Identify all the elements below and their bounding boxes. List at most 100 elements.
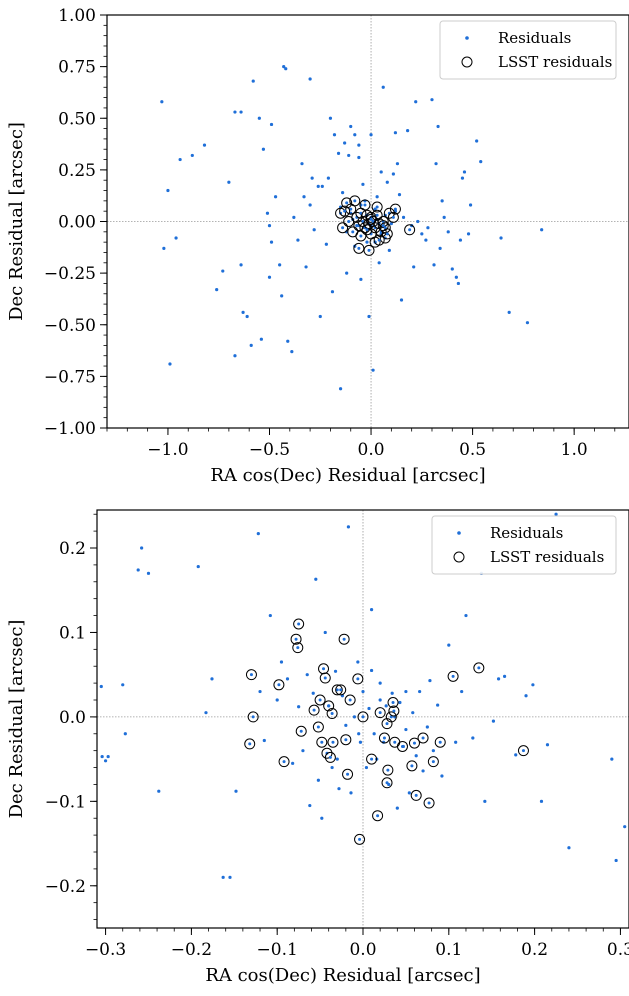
residual-point: [333, 669, 338, 673]
residual-point: [239, 263, 243, 267]
y-tick-label: 0.2: [59, 539, 86, 559]
legend-lsst-marker: [453, 551, 465, 563]
residual-point: [446, 230, 450, 234]
residual-point: [343, 141, 347, 145]
residual-point: [324, 242, 328, 246]
residual-point: [369, 668, 374, 673]
lsst-residual-marker: [473, 662, 485, 674]
lsst-residual-point: [347, 220, 351, 223]
y-tick-label: 0.50: [58, 109, 96, 129]
residual-point: [462, 170, 467, 174]
residual-point: [357, 732, 361, 736]
lsst-residual-marker: [434, 736, 446, 748]
lsst-residual-point: [438, 740, 442, 744]
residual-point: [364, 765, 369, 770]
lsst-residual-marker: [341, 197, 353, 209]
x-tick-label: −1.0: [147, 440, 188, 460]
residual-point: [249, 343, 253, 347]
lsst-residual-marker: [385, 711, 397, 723]
lsst-residual-point: [357, 246, 361, 250]
residual-point: [460, 176, 465, 180]
residual-point: [454, 740, 458, 744]
residual-point: [262, 738, 266, 743]
lsst-residual-marker: [340, 734, 352, 746]
lsst-residual-point: [375, 213, 379, 217]
residual-point: [275, 698, 279, 702]
lsst-residual-marker: [351, 211, 363, 223]
residual-point: [347, 153, 351, 158]
residual-point: [301, 749, 305, 753]
lsst-residual-point: [361, 220, 365, 223]
residual-point: [99, 684, 103, 689]
residual-point: [483, 799, 487, 803]
residual-point: [318, 314, 322, 319]
residuals-series: [99, 512, 627, 879]
residual-point: [428, 678, 432, 683]
residual-point: [257, 116, 261, 120]
residual-point: [507, 310, 511, 314]
residual-point: [268, 613, 272, 618]
lsst-residuals-series: [335, 195, 416, 256]
y-tick-label: −0.50: [44, 316, 96, 336]
lsst-residual-marker: [517, 745, 529, 757]
residual-point: [447, 643, 451, 647]
residual-point: [166, 188, 170, 193]
residual-point: [424, 238, 428, 242]
residual-point: [369, 133, 373, 137]
residual-point: [438, 246, 442, 250]
residual-point: [330, 290, 335, 294]
residual-point: [358, 740, 363, 744]
lsst-residual-marker: [344, 694, 356, 706]
residual-point: [251, 79, 255, 83]
residual-point: [414, 754, 418, 758]
residual-point: [357, 143, 361, 147]
lsst-residual-point: [351, 230, 355, 234]
residual-point: [316, 778, 320, 782]
residual-point: [454, 275, 458, 279]
lsst-residual-marker: [295, 725, 307, 737]
x-tick-label: −0.2: [171, 940, 212, 960]
x-tick-label: 0.5: [459, 440, 486, 460]
lsst-residual-point: [363, 203, 367, 207]
lsst-residual-point: [427, 801, 431, 805]
lsst-residual-marker: [375, 226, 387, 238]
lsst-residual-point: [282, 760, 286, 764]
y-tick-label: −1.00: [44, 419, 96, 439]
residual-point: [297, 705, 301, 709]
lsst-residual-point: [330, 712, 334, 716]
lsst-residual-marker: [406, 760, 418, 772]
residual-point: [499, 236, 503, 240]
x-tick-label: −0.3: [85, 940, 126, 960]
lsst-residual-point: [431, 760, 435, 764]
lsst-residual-point: [335, 688, 339, 692]
y-axis-label: Dec Residual [arcsec]: [6, 122, 27, 321]
residual-point: [349, 124, 353, 129]
residual-point: [554, 512, 558, 516]
lsst-residual-point: [356, 677, 360, 681]
lsst-residual-point: [377, 238, 381, 242]
residual-point: [440, 774, 444, 778]
legend-label: LSST residuals: [490, 548, 604, 566]
residual-point: [378, 698, 382, 702]
lsst-residual-point: [421, 736, 425, 740]
lsst-residual-marker: [382, 764, 394, 776]
lsst-residuals-series: [244, 618, 529, 845]
lsst-residual-point: [327, 704, 331, 708]
lsst-residual-point: [346, 772, 350, 776]
lsst-residual-marker: [326, 708, 338, 720]
residual-point: [404, 689, 408, 694]
residual-point: [372, 732, 376, 736]
residual-point: [496, 677, 501, 681]
lsst-residual-point: [391, 215, 395, 219]
residual-point: [421, 769, 425, 773]
residual-point: [233, 354, 237, 358]
lsst-residual-point: [414, 793, 418, 797]
residual-point: [416, 219, 420, 224]
lsst-residual-marker: [354, 833, 366, 845]
lsst-residual-point: [359, 211, 363, 215]
residual-point: [460, 689, 464, 694]
lsst-residual-marker: [244, 738, 256, 750]
residual-point: [311, 691, 315, 695]
residual-point: [531, 683, 535, 687]
